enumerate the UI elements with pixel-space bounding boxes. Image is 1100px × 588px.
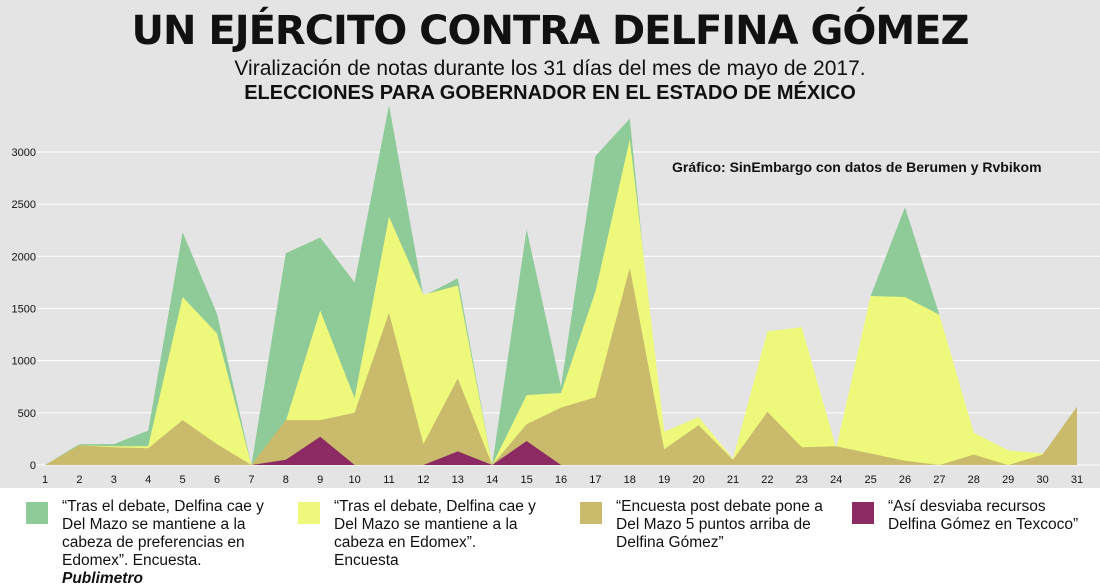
- x-tick-label: 20: [692, 474, 704, 486]
- legend-label: “Encuesta post debate pone a Del Mazo 5 …: [616, 498, 823, 551]
- legend-label: “Tras el debate, Delfina cae y Del Mazo …: [334, 498, 536, 569]
- x-tick-label: 26: [899, 474, 911, 486]
- x-tick-label: 24: [830, 474, 842, 486]
- x-tick-label: 2: [76, 474, 82, 486]
- x-tick-label: 11: [383, 474, 394, 486]
- y-tick-label: 1500: [12, 303, 36, 315]
- x-tick-label: 27: [933, 474, 945, 486]
- y-tick-label: 1000: [12, 356, 36, 368]
- y-axis-ticks: 0 500 1000 1500 2000 2500 3000: [12, 147, 36, 472]
- x-tick-label: 15: [520, 474, 532, 486]
- x-tick-label: 12: [417, 474, 429, 486]
- series-area-3: [45, 267, 1077, 465]
- x-tick-label: 9: [317, 474, 323, 486]
- x-tick-label: 7: [248, 474, 254, 486]
- x-tick-label: 29: [1002, 474, 1014, 486]
- chart-subtitle-elections: ELECCIONES PARA GOBERNADOR EN EL ESTADO …: [244, 82, 856, 104]
- legend-swatch: [580, 502, 602, 524]
- x-tick-label: 16: [555, 474, 567, 486]
- legend-label: “Tras el debate, Delfina cae y Del Mazo …: [62, 498, 264, 587]
- chart-subtitle: Viralización de notas durante los 31 día…: [234, 57, 866, 80]
- x-tick-label: 28: [968, 474, 980, 486]
- chart-title: UN EJÉRCITO CONTRA DELFINA GÓMEZ: [131, 8, 969, 54]
- x-axis-ticks: 1 2 3 4 5 6 7 8 9 10 11 12 13 14 15 16 17 18 19 20 21 22 23 24 2…: [42, 474, 1083, 486]
- x-tick-label: 18: [624, 474, 636, 486]
- y-tick-label: 3000: [12, 147, 36, 159]
- x-tick-label: 6: [214, 474, 220, 486]
- legend-label: “Así desviaba recursos Delfina Gómez en …: [888, 498, 1079, 533]
- x-tick-label: 19: [658, 474, 670, 486]
- x-tick-label: 10: [348, 474, 360, 486]
- x-tick-label: 23: [796, 474, 808, 486]
- y-tick-label: 2000: [12, 251, 36, 263]
- x-tick-label: 8: [283, 474, 289, 486]
- series-area-4: [45, 436, 1077, 465]
- x-tick-label: 25: [864, 474, 876, 486]
- areas: [45, 105, 1077, 465]
- x-tick-label: 17: [589, 474, 601, 486]
- source-credit: Gráfico: SinEmbargo con datos de Berumen…: [672, 159, 1042, 175]
- x-tick-label: 13: [452, 474, 464, 486]
- x-tick-label: 14: [486, 474, 498, 486]
- series-area-2: [45, 139, 1077, 465]
- x-tick-label: 22: [761, 474, 773, 486]
- y-tick-label: 2500: [12, 199, 36, 211]
- y-tick-label: 0: [30, 460, 36, 472]
- header-band: [0, 0, 1100, 105]
- legend-swatch: [26, 502, 48, 524]
- x-tick-label: 31: [1071, 474, 1083, 486]
- legend-swatch: [852, 502, 874, 524]
- x-tick-label: 5: [180, 474, 186, 486]
- x-tick-label: 3: [111, 474, 117, 486]
- y-tick-label: 500: [18, 408, 36, 420]
- x-tick-label: 30: [1036, 474, 1048, 486]
- x-tick-label: 21: [727, 474, 739, 486]
- x-tick-label: 1: [42, 474, 48, 486]
- legend-swatch: [298, 502, 320, 524]
- x-tick-label: 4: [145, 474, 151, 486]
